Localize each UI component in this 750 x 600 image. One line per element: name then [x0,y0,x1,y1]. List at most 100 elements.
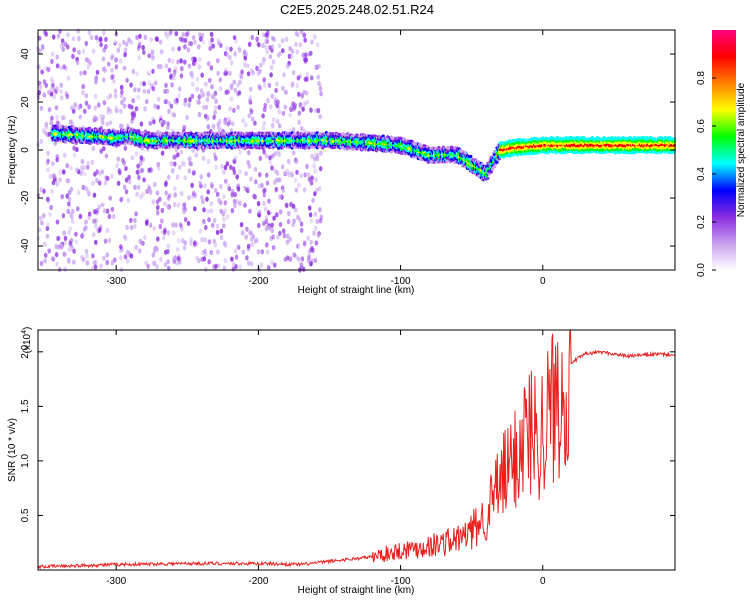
heatmap-cell [273,262,277,268]
heatmap-cell [236,244,241,250]
heatmap-cell [109,55,114,61]
heatmap-cell [61,213,66,219]
heatmap-cell [40,133,44,139]
heatmap-cell [90,159,95,165]
heatmap-cell [84,93,89,99]
heatmap-cell [129,253,134,259]
heatmap-cell [211,43,215,49]
heatmap-cell [78,213,83,219]
heatmap-cell [71,208,75,215]
heatmap-cell [231,166,236,172]
heatmap-cell [158,223,163,230]
heatmap-cell [93,115,97,121]
heatmap-cell [75,60,80,66]
heatmap-cell [264,44,268,51]
heatmap-cell [148,222,153,228]
heatmap-cell [135,71,139,77]
heatmap-cell [292,104,297,110]
heatmap-cell [47,248,51,254]
heatmap-cell [302,187,307,193]
heatmap-cell [223,200,228,206]
heatmap-cell [253,120,257,126]
heatmap-cell [309,260,314,267]
heatmap-cell [139,194,143,200]
heatmap-cell [266,97,270,104]
heatmap-cell [105,121,109,127]
heatmap-cell [115,162,119,168]
heatmap-cell [296,256,301,262]
heatmap-cell [48,211,52,217]
heatmap-cell [283,171,288,177]
heatmap-cell [51,34,56,40]
heatmap-cell [179,223,184,230]
heatmap-cell [236,91,240,97]
heatmap-cell [304,180,308,186]
heatmap-cell [163,201,167,207]
heatmap-cell [305,76,309,82]
heatmap-cell [183,216,188,223]
heatmap-cell [126,197,131,203]
heatmap-cell [214,98,218,104]
heatmap-cell [210,37,214,43]
heatmap-cell [309,107,313,113]
heatmap-cell [46,66,51,73]
heatmap-cell [245,226,249,232]
heatmap-cell [316,74,321,80]
heatmap-cell [186,47,191,53]
heatmap-cell [255,237,259,243]
heatmap-cell [206,189,210,195]
heatmap-cell [81,48,86,55]
heatmap-cell [171,58,175,64]
heatmap-cell [71,53,75,60]
heatmap-cell [223,70,227,76]
heatmap-cell [74,189,78,195]
heatmap-cell [298,103,303,109]
heatmap-cell [50,188,54,195]
heatmap-cell [193,39,197,45]
heatmap-cell [44,31,48,37]
heatmap-cell [303,101,307,107]
heatmap-cell [54,243,58,250]
heatmap-cell [40,69,44,75]
heatmap-cell [85,260,90,266]
heatmap-cell [63,266,67,272]
heatmap-cell [210,222,215,228]
heatmap-cell [182,245,187,251]
heatmap-cell [228,219,233,225]
heatmap-cell [276,234,280,240]
heatmap-cell [216,249,220,255]
heatmap-cell [209,249,214,256]
heatmap-cell [165,88,170,94]
heatmap-cell [217,40,221,46]
heatmap-cell [193,240,197,246]
heatmap-cell [268,54,273,60]
heatmap-cell [133,223,137,230]
heatmap-cell [101,198,106,204]
heatmap-cell [182,209,186,215]
heatmap-cell [55,54,59,60]
heatmap-cell [97,204,102,210]
heatmap-cell [52,94,56,100]
heatmap-cell [206,124,211,130]
heatmap-cell [100,169,105,175]
heatmap-cell [122,65,127,71]
heatmap-cell [283,104,288,110]
heatmap-cell [316,232,321,239]
heatmap-cell [299,173,303,179]
heatmap-cell [156,165,161,171]
heatmap-cell [253,194,258,200]
heatmap-cell [191,56,195,62]
heatmap-cell [166,259,170,265]
heatmap-cell [136,45,141,51]
heatmap-cell [254,179,258,185]
heatmap-cell [241,249,246,255]
heatmap-cell [264,215,269,221]
heatmap-cell [229,46,233,52]
heatmap-cell [166,243,171,249]
heatmap-cell [114,64,119,70]
heatmap-cell [192,170,196,176]
heatmap-cell [228,55,232,61]
heatmap-cell [208,77,212,83]
heatmap-cell [84,40,89,47]
